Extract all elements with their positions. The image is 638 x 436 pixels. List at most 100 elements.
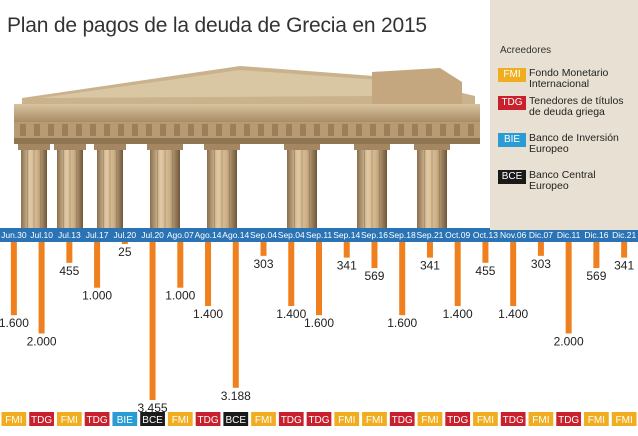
creditor-badge bbox=[84, 412, 110, 426]
creditor-badge bbox=[251, 412, 276, 426]
bar bbox=[565, 242, 572, 334]
data-label: 1.400 bbox=[443, 307, 473, 321]
x-tick-label: Sep.16 bbox=[361, 230, 388, 240]
data-label: 1.400 bbox=[193, 307, 223, 321]
data-label: 1.400 bbox=[276, 307, 306, 321]
bar bbox=[149, 242, 156, 400]
creditor-badge-label: FMI bbox=[172, 415, 189, 426]
bar bbox=[232, 242, 239, 388]
creditor-badge bbox=[140, 412, 165, 426]
data-label: 1.000 bbox=[165, 289, 195, 303]
x-tick-label: Jul.13 bbox=[58, 230, 81, 240]
creditor-badge bbox=[445, 412, 471, 426]
creditor-badge-label: FMI bbox=[477, 415, 494, 426]
creditor-badge-label: BCE bbox=[226, 415, 247, 426]
legend-label: Fondo Monetario Internacional bbox=[529, 67, 609, 90]
bar bbox=[537, 242, 544, 256]
data-label: 2.000 bbox=[27, 334, 57, 348]
x-tick-label: Sep.04 bbox=[250, 230, 277, 240]
legend-item-bce: BCE Banco Central Europeo bbox=[498, 170, 629, 191]
creditor-badge-label: FMI bbox=[616, 415, 633, 426]
creditor-badge bbox=[223, 412, 249, 426]
data-label: 25 bbox=[118, 245, 132, 259]
bar bbox=[426, 242, 433, 258]
data-label: 341 bbox=[420, 259, 440, 273]
legend-item-tdg: TDG Tenedores de títulos de deuda griega bbox=[498, 96, 629, 117]
creditor-badge bbox=[362, 412, 387, 426]
bar bbox=[343, 242, 350, 258]
creditor-badge-label: TDG bbox=[281, 415, 302, 426]
legend-badge: FMI bbox=[498, 68, 526, 82]
creditor-badge-label: FMI bbox=[421, 415, 438, 426]
x-tick-label: Sep.04 bbox=[278, 230, 305, 240]
x-tick-label: Jul.17 bbox=[86, 230, 109, 240]
creditor-badge-label: BIE bbox=[117, 415, 133, 426]
bar bbox=[510, 242, 517, 307]
data-label: 455 bbox=[59, 264, 79, 278]
bar bbox=[593, 242, 600, 269]
data-label: 303 bbox=[254, 257, 274, 271]
bar bbox=[371, 242, 378, 269]
bar bbox=[454, 242, 461, 307]
bar bbox=[399, 242, 406, 316]
bar bbox=[482, 242, 489, 263]
legend-badge: BCE bbox=[498, 170, 526, 184]
data-label: 3.188 bbox=[221, 389, 251, 403]
bar bbox=[38, 242, 45, 334]
x-tick-label: Ago.07 bbox=[167, 230, 194, 240]
data-label: 569 bbox=[364, 269, 384, 283]
creditor-badge bbox=[389, 412, 415, 426]
creditor-badge bbox=[1, 412, 27, 426]
creditor-badge-label: FMI bbox=[255, 415, 272, 426]
data-label: 3.455 bbox=[138, 401, 168, 415]
creditor-badge bbox=[417, 412, 443, 426]
data-label: 1.600 bbox=[387, 316, 417, 330]
data-label: 1.600 bbox=[304, 316, 334, 330]
legend-badge: TDG bbox=[498, 96, 526, 110]
data-label: 303 bbox=[531, 257, 551, 271]
bar bbox=[10, 242, 17, 316]
x-tick-label: Sep.18 bbox=[389, 230, 416, 240]
bar bbox=[94, 242, 101, 288]
x-tick-label: Jul.10 bbox=[30, 230, 53, 240]
bar bbox=[621, 242, 628, 258]
creditor-badge bbox=[556, 412, 582, 426]
data-label: 1.000 bbox=[82, 289, 112, 303]
legend-label: Tenedores de títulos de deuda griega bbox=[529, 95, 624, 118]
data-label: 341 bbox=[614, 259, 634, 273]
data-label: 455 bbox=[475, 264, 495, 278]
creditor-badge bbox=[56, 412, 82, 426]
x-tick-label: Nov.06 bbox=[500, 230, 527, 240]
creditor-badge bbox=[528, 412, 554, 426]
x-tick-label: Jun.30 bbox=[1, 230, 27, 240]
creditor-badge bbox=[473, 412, 498, 426]
creditor-badge-label: FMI bbox=[338, 415, 355, 426]
legend-item-bie: BIE Banco de Inversión Europeo bbox=[498, 133, 629, 154]
bar bbox=[288, 242, 295, 307]
creditor-badge-label: FMI bbox=[61, 415, 78, 426]
x-tick-label: Dic.16 bbox=[584, 230, 608, 240]
legend-panel bbox=[490, 0, 638, 230]
bar bbox=[260, 242, 267, 256]
creditor-badge bbox=[306, 412, 332, 426]
legend-label: Banco de Inversión Europeo bbox=[529, 132, 619, 155]
creditor-badge bbox=[611, 412, 637, 426]
creditor-badge bbox=[500, 412, 526, 426]
data-label: 569 bbox=[586, 269, 606, 283]
x-tick-label: Dic.07 bbox=[529, 230, 553, 240]
bar bbox=[205, 242, 212, 307]
creditor-badge bbox=[334, 412, 360, 426]
x-tick-label: Dic.11 bbox=[557, 230, 581, 240]
creditor-badge-label: FMI bbox=[366, 415, 383, 426]
x-tick-label: Oct.13 bbox=[473, 230, 498, 240]
creditor-badge bbox=[112, 412, 138, 426]
x-tick-label: Sep.14 bbox=[333, 230, 360, 240]
x-tick-label: Jul.20 bbox=[141, 230, 164, 240]
bar bbox=[121, 242, 128, 244]
temple-illustration bbox=[14, 66, 480, 228]
creditor-badge-label: TDG bbox=[87, 415, 108, 426]
creditor-badge-label: TDG bbox=[503, 415, 524, 426]
creditor-badge-label: TDG bbox=[558, 415, 579, 426]
creditor-badge bbox=[167, 412, 193, 426]
data-label: 1.600 bbox=[0, 316, 29, 330]
